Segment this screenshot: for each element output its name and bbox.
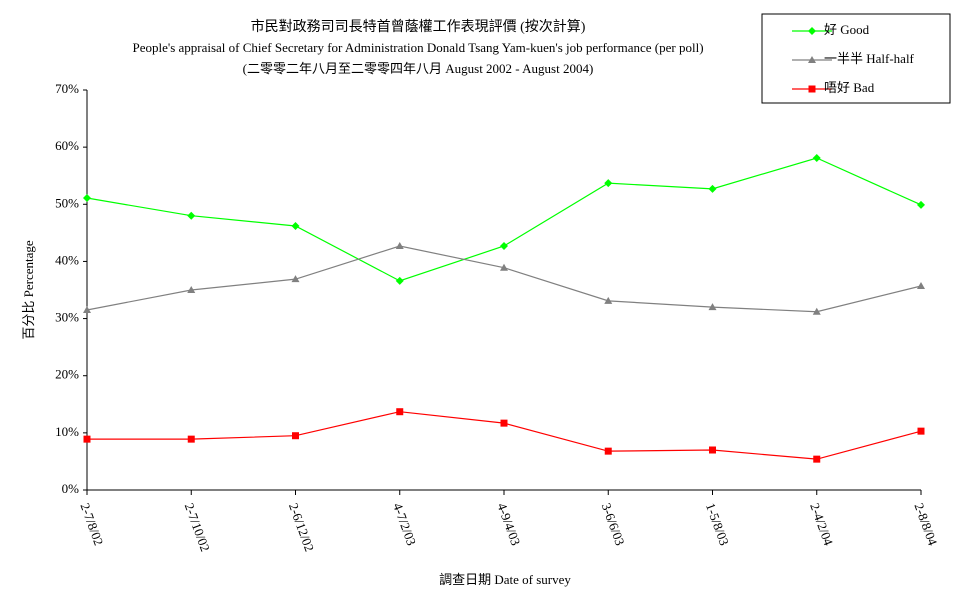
series-line [86,157,922,282]
y-tick-label: 50% [55,195,79,210]
x-tick-label: 4-7/2/03 [390,501,419,548]
data-point [83,194,91,202]
legend-label: 唔好 Bad [824,80,875,95]
data-point [500,419,508,427]
legend-box [761,13,951,104]
data-point [395,276,404,285]
data-point [604,296,613,304]
series-line [86,245,922,313]
data-point [291,222,300,230]
x-tick-label: 2-6/12/02 [286,501,317,554]
legend-label: 好 Good [824,22,870,37]
data-point [708,303,717,311]
data-point [604,179,613,188]
data-point [917,282,925,289]
data-point [83,435,91,443]
data-point [187,211,196,220]
y-tick-label: 0% [62,481,80,496]
x-tick-label: 4-9/4/03 [494,501,523,548]
data-point [709,446,716,454]
legend-marker [808,85,816,93]
legend-marker [808,27,816,35]
x-axis-label: 調查日期 Date of survey [439,572,571,587]
x-tick-label: 2-8/8/04 [911,501,940,548]
data-point [917,200,925,209]
y-tick-label: 40% [55,252,79,267]
legend-marker [808,56,816,63]
y-tick-label: 30% [55,310,79,325]
chart-title: 市民對政務司司長特首曾蔭權工作表現評價 (按次計算) [251,18,586,35]
data-point [812,307,821,315]
x-tick-label: 2-7/8/02 [77,501,106,548]
data-point [917,427,925,435]
y-axis-label: 百分比 Percentage [21,240,36,340]
data-point [812,154,821,162]
y-tick-label: 60% [55,138,79,153]
data-point [500,242,508,250]
chart-subtitle: People's appraisal of Chief Secretary fo… [132,40,703,55]
data-point [396,408,404,416]
data-point [500,263,508,271]
data-point [187,435,195,443]
chart-subtitle: (二零零二年八月至二零零四年八月 August 2002 - August 20… [243,61,594,76]
data-point [708,184,717,193]
x-tick-label: 1-5/8/03 [703,501,732,548]
x-tick-label: 2-4/2/04 [807,501,836,548]
x-tick-label: 2-7/10/02 [182,501,213,554]
y-tick-label: 20% [55,367,79,382]
data-point [83,306,91,313]
series-line [87,411,922,460]
y-tick-label: 70% [55,81,79,96]
data-point [395,242,404,249]
data-point [187,286,196,293]
x-tick-label: 3-6/6/03 [599,501,628,548]
y-tick-label: 10% [55,424,79,439]
data-point [604,447,612,455]
data-point [291,275,300,283]
legend-label: 一半半 Half-half [824,51,915,66]
data-point [292,432,299,440]
data-point [813,455,821,463]
